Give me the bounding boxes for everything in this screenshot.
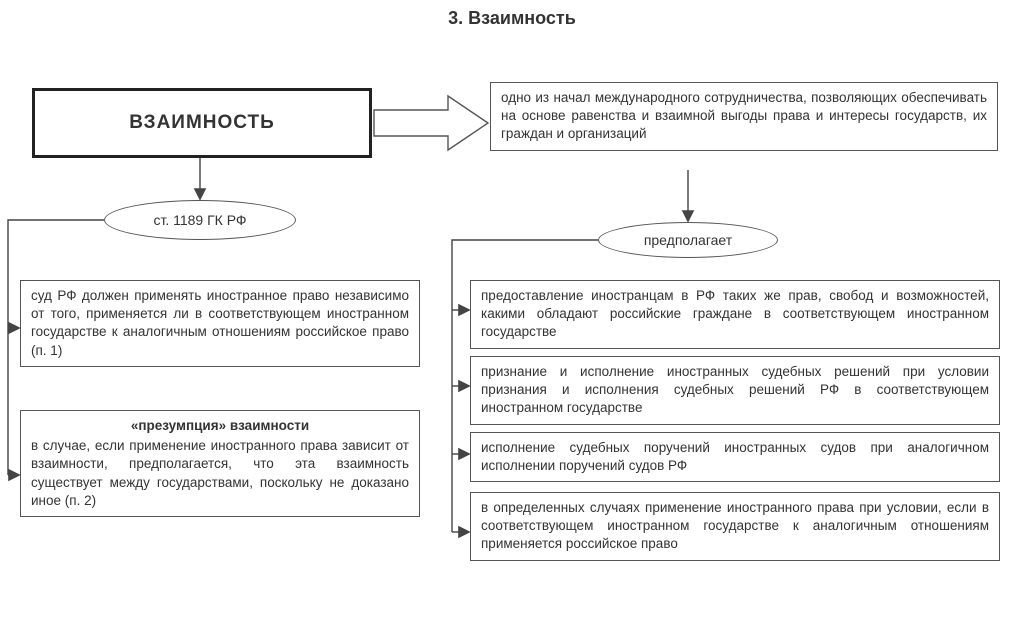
ellipse-implies: предполагает — [598, 222, 778, 258]
ellipse-article-label: ст. 1189 ГК РФ — [153, 212, 246, 228]
main-concept-box: ВЗАИМНОСТЬ — [32, 88, 372, 158]
ellipse-article: ст. 1189 ГК РФ — [104, 200, 296, 240]
left-box-2: «презумпция» взаимности в случае, если п… — [20, 410, 420, 517]
left-box-2-body: в случае, если применение иностранного п… — [31, 438, 409, 508]
right-box-4: в определенных случаях применение иностр… — [470, 492, 1000, 561]
right-box-2: признание и исполнение иностранных судеб… — [470, 356, 1000, 425]
page-title: 3. Взаимность — [0, 8, 1024, 29]
left-box-2-title: «презумпция» взаимности — [31, 417, 409, 435]
left-box-1: суд РФ должен применять иностранное прав… — [20, 280, 420, 367]
right-box-3: исполнение судебных поручений иностранны… — [470, 432, 1000, 482]
definition-box: одно из начал международного сотрудничес… — [490, 82, 998, 151]
main-concept-label: ВЗАИМНОСТЬ — [129, 110, 275, 136]
ellipse-implies-label: предполагает — [644, 232, 732, 248]
big-arrow-icon — [374, 96, 488, 150]
right-box-1: предоставление иностранцам в РФ таких же… — [470, 280, 1000, 349]
